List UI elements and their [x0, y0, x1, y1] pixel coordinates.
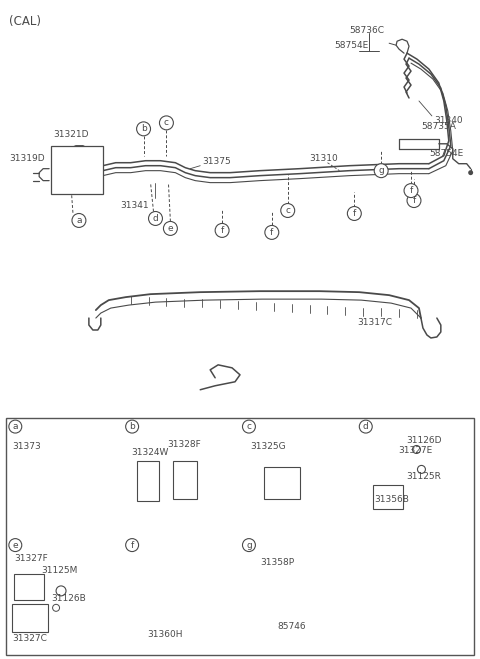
Text: f: f: [220, 226, 224, 235]
Text: 31341: 31341: [120, 200, 149, 210]
Text: 31317C: 31317C: [357, 318, 392, 327]
Text: 58735A: 58735A: [421, 122, 456, 131]
Bar: [137, 461, 159, 501]
Text: 31373: 31373: [12, 442, 41, 451]
Bar: [264, 467, 300, 500]
Text: e: e: [12, 540, 18, 550]
Circle shape: [265, 225, 279, 239]
Text: 31375: 31375: [202, 157, 231, 165]
Text: 58754E: 58754E: [335, 42, 369, 50]
Text: 31356B: 31356B: [375, 496, 409, 504]
Text: f: f: [409, 186, 413, 195]
Circle shape: [407, 194, 421, 208]
Text: d: d: [153, 214, 158, 223]
Text: 31327F: 31327F: [14, 554, 48, 563]
Text: d: d: [363, 422, 369, 431]
Text: c: c: [285, 206, 290, 215]
Text: 31358P: 31358P: [260, 558, 294, 567]
Text: b: b: [141, 125, 146, 133]
Circle shape: [242, 538, 255, 552]
Text: 31328F: 31328F: [167, 440, 201, 449]
Text: 58754E: 58754E: [429, 149, 463, 158]
Bar: [6, 418, 474, 654]
Text: 31310: 31310: [310, 154, 338, 163]
Text: 31327C: 31327C: [12, 634, 47, 643]
Text: g: g: [246, 540, 252, 550]
Circle shape: [137, 122, 151, 136]
Text: f: f: [270, 228, 274, 237]
Circle shape: [281, 204, 295, 217]
Text: 31126B: 31126B: [51, 594, 86, 603]
Text: b: b: [129, 422, 135, 431]
Text: 31126D: 31126D: [407, 436, 442, 445]
Text: c: c: [164, 119, 169, 127]
Bar: [373, 485, 403, 509]
Text: 31321D: 31321D: [53, 130, 89, 139]
Text: a: a: [76, 216, 82, 225]
Circle shape: [468, 170, 473, 175]
Text: 31340: 31340: [434, 116, 463, 125]
Circle shape: [360, 420, 372, 433]
Text: 85746: 85746: [278, 621, 306, 631]
Circle shape: [9, 420, 22, 433]
Circle shape: [72, 214, 86, 227]
Text: g: g: [378, 166, 384, 175]
Circle shape: [215, 223, 229, 237]
Text: e: e: [168, 224, 173, 233]
Bar: [173, 461, 197, 500]
Circle shape: [242, 420, 255, 433]
Circle shape: [148, 212, 162, 225]
Text: a: a: [12, 422, 18, 431]
Circle shape: [374, 163, 388, 178]
Text: 31319D: 31319D: [9, 154, 45, 163]
Bar: [51, 146, 103, 194]
Text: 58736C: 58736C: [349, 26, 384, 36]
Text: 31125M: 31125M: [41, 566, 78, 575]
Text: 31360H: 31360H: [147, 630, 182, 639]
Text: f: f: [131, 540, 134, 550]
Text: (CAL): (CAL): [9, 15, 41, 28]
Text: f: f: [412, 196, 416, 205]
Circle shape: [404, 184, 418, 198]
Circle shape: [9, 538, 22, 552]
Text: c: c: [246, 422, 252, 431]
Text: f: f: [353, 209, 356, 218]
Text: 31327E: 31327E: [398, 445, 433, 455]
Circle shape: [164, 221, 178, 235]
Circle shape: [348, 206, 361, 221]
Circle shape: [126, 538, 139, 552]
Circle shape: [126, 420, 139, 433]
Bar: [14, 574, 44, 600]
Text: 31125R: 31125R: [407, 473, 442, 481]
Text: 31324W: 31324W: [131, 447, 168, 457]
Bar: [12, 604, 48, 632]
Text: 31325G: 31325G: [250, 442, 286, 451]
Circle shape: [159, 116, 173, 130]
